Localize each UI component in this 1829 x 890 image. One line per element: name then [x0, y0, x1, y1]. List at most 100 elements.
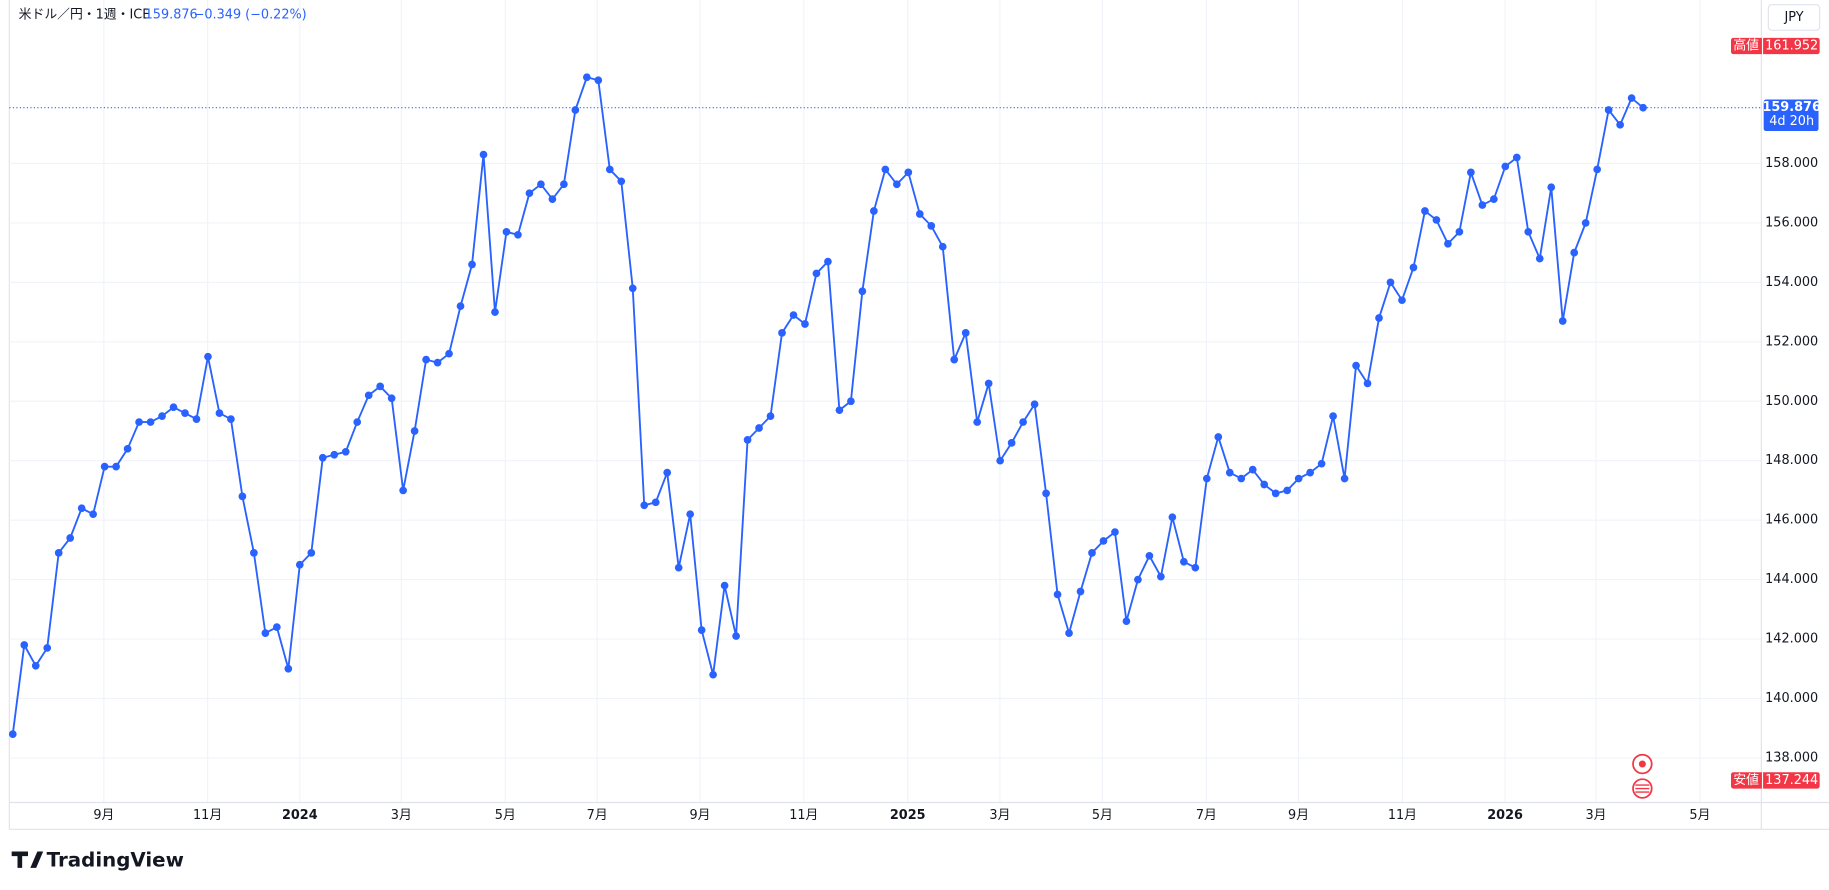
y-tick-label: 154.000	[1765, 275, 1818, 290]
price-point	[1145, 551, 1154, 560]
price-point	[54, 548, 63, 557]
price-point	[284, 664, 293, 673]
price-point	[1088, 548, 1096, 557]
event-icon-dot	[1638, 760, 1646, 768]
price-point	[674, 563, 683, 572]
price-point	[1352, 361, 1360, 370]
price-point	[1639, 103, 1647, 112]
price-point	[1007, 439, 1016, 447]
price-point	[1616, 120, 1624, 129]
price-point	[456, 302, 465, 310]
logo-mark	[11, 851, 44, 868]
price-point	[261, 629, 270, 637]
x-tick-label: 9月	[1288, 808, 1309, 823]
price-point	[502, 227, 511, 236]
x-tick-label: 9月	[690, 808, 711, 823]
price-point	[732, 632, 740, 640]
price-point	[927, 222, 936, 230]
high-name: 高値	[1733, 38, 1759, 54]
price-point	[628, 284, 637, 293]
grid	[9, 0, 1762, 803]
price-point	[77, 504, 86, 513]
price-point	[892, 180, 901, 189]
x-tick-label: 3月	[1586, 808, 1607, 823]
price-point	[1512, 153, 1521, 162]
price-point	[1191, 563, 1200, 572]
price-point	[824, 257, 832, 266]
price-point	[835, 406, 844, 415]
price-point	[135, 418, 143, 426]
price-point	[215, 409, 224, 417]
price-point	[238, 492, 247, 501]
price-point	[1627, 94, 1636, 102]
price-point	[89, 510, 97, 519]
currency-button[interactable]	[1767, 4, 1821, 31]
price-point	[146, 418, 155, 426]
price-point	[1157, 572, 1165, 581]
price-point	[1260, 480, 1269, 489]
price-point	[353, 418, 362, 426]
price-point	[870, 207, 878, 215]
header-price: 159.876	[145, 8, 198, 23]
y-tick-label: 142.000	[1765, 632, 1818, 647]
price-point	[318, 453, 327, 462]
price-point	[915, 210, 924, 218]
price-point	[801, 320, 809, 328]
price-point	[973, 418, 982, 426]
price-point	[1019, 418, 1027, 426]
price-point	[123, 444, 132, 453]
price-point	[479, 150, 488, 159]
low-box	[1731, 772, 1820, 789]
price-point	[904, 168, 913, 177]
y-tick-label: 156.000	[1765, 215, 1818, 230]
price-point	[525, 189, 534, 198]
price-point	[1340, 474, 1349, 483]
last-price-box	[1763, 99, 1819, 132]
x-tick-label: 11月	[193, 808, 222, 823]
price-point	[686, 510, 695, 519]
price-point	[1030, 400, 1039, 409]
price-point	[387, 394, 396, 403]
price-point	[778, 329, 786, 337]
price-point	[743, 436, 752, 444]
series	[8, 73, 1647, 739]
brand-logo: TradingView	[11, 848, 184, 871]
last-price-label: 159.876	[1762, 100, 1821, 115]
price-point	[422, 355, 430, 364]
price-point	[548, 195, 557, 203]
price-point	[1524, 227, 1533, 236]
price-point	[1375, 314, 1383, 322]
brand-name: TradingView	[47, 848, 184, 871]
price-point	[1386, 278, 1395, 287]
x-tick-label: 5月	[495, 808, 516, 823]
price-point	[31, 661, 40, 670]
price-point	[272, 623, 281, 632]
price-point	[341, 447, 350, 456]
price-point	[1444, 239, 1452, 248]
price-point	[984, 379, 993, 388]
price-point	[1179, 557, 1188, 566]
price-point	[766, 412, 775, 420]
currency-label[interactable]: JPY	[1783, 10, 1803, 25]
high-value: 161.952	[1765, 39, 1818, 54]
price-point	[1570, 248, 1579, 257]
price-point	[514, 230, 522, 239]
price-point	[571, 106, 580, 114]
price-point	[1489, 195, 1498, 203]
price-point	[950, 355, 959, 364]
price-point	[594, 76, 603, 85]
price-point	[364, 391, 373, 400]
price-point	[192, 415, 201, 423]
flag-icon	[1635, 784, 1650, 793]
price-point	[1581, 219, 1590, 227]
low-value: 137.244	[1765, 773, 1818, 788]
x-tick-label: 7月	[1196, 808, 1217, 823]
price-point	[1501, 162, 1510, 171]
price-point	[1042, 489, 1050, 498]
price-point	[858, 287, 867, 296]
price-point	[1329, 412, 1337, 420]
x-tick-label: 3月	[391, 808, 412, 823]
price-point	[100, 462, 109, 471]
